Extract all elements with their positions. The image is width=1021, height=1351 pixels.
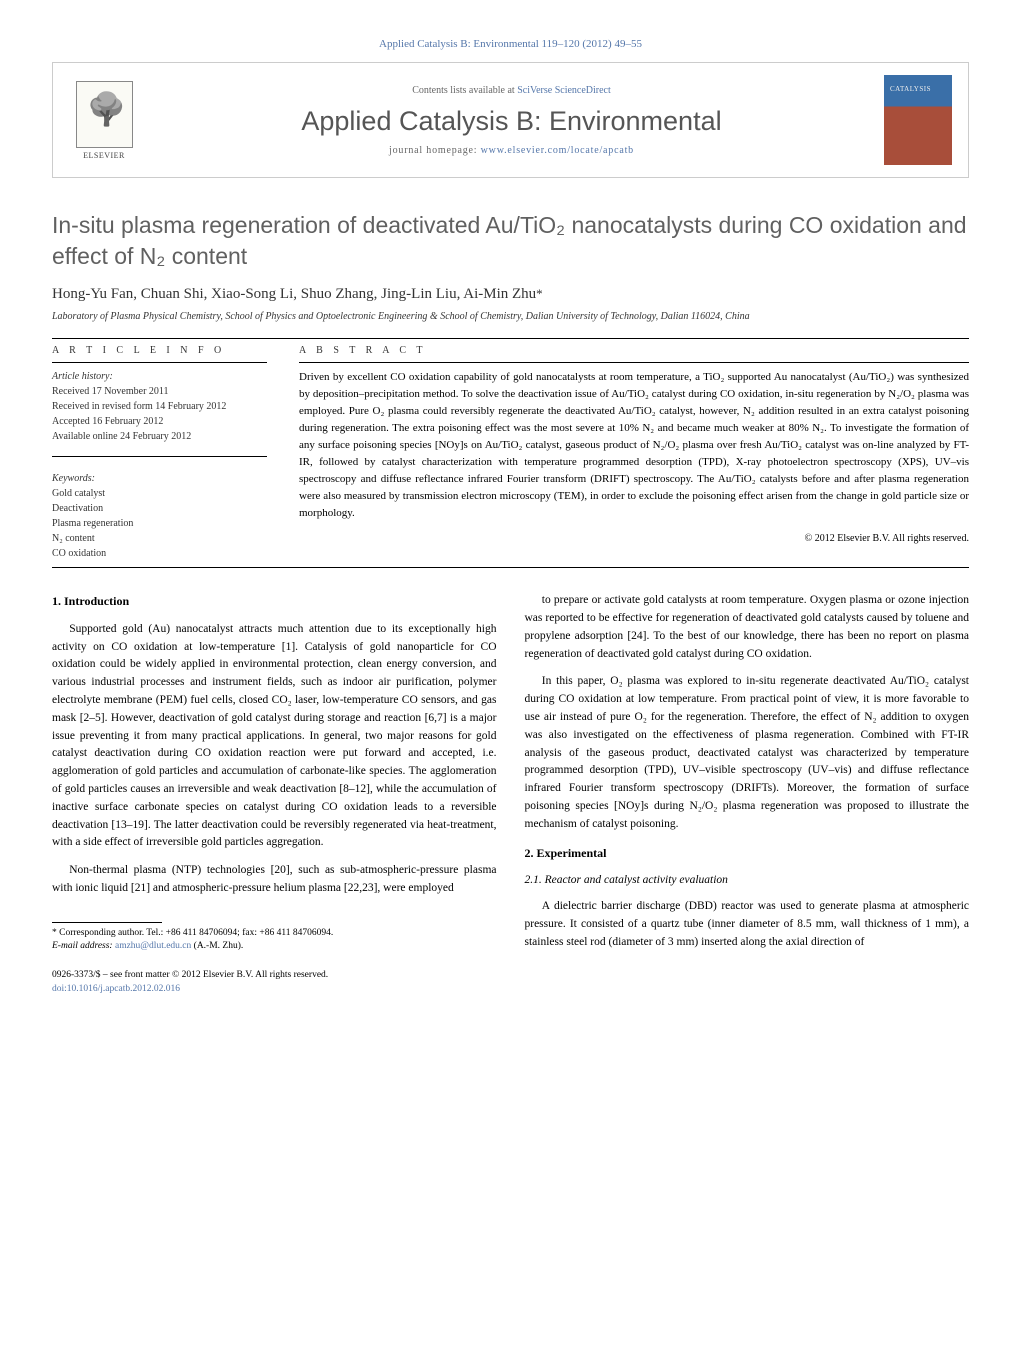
article-history: Article history: Received 17 November 20… <box>52 369 267 444</box>
bottom-meta: 0926-3373/$ – see front matter © 2012 El… <box>52 969 497 996</box>
issn-line: 0926-3373/$ – see front matter © 2012 El… <box>52 969 497 982</box>
section-1-heading: 1. Introduction <box>52 592 497 611</box>
abstract-column: A B S T R A C T Driven by excellent CO o… <box>299 345 969 561</box>
abstract-text: Driven by excellent CO oxidation capabil… <box>299 369 969 522</box>
section-2-heading: 2. Experimental <box>525 844 970 863</box>
publisher-name: ELSEVIER <box>83 151 125 160</box>
homepage-line: journal homepage: www.elsevier.com/locat… <box>155 145 868 156</box>
contents-available-line: Contents lists available at SciVerse Sci… <box>155 85 868 96</box>
journal-name: Applied Catalysis B: Environmental <box>155 106 868 137</box>
sciencedirect-link[interactable]: SciVerse ScienceDirect <box>517 85 611 96</box>
doi-link[interactable]: doi:10.1016/j.apcatb.2012.02.016 <box>52 984 180 994</box>
keywords-block: Keywords: Gold catalyst Deactivation Pla… <box>52 471 267 561</box>
body-paragraph-5: A dielectric barrier discharge (DBD) rea… <box>525 898 970 951</box>
header-center: Contents lists available at SciVerse Sci… <box>155 85 868 156</box>
corresponding-asterisk: * <box>536 286 543 301</box>
keywords-label: Keywords: <box>52 473 95 484</box>
contents-text: Contents lists available at <box>412 85 517 96</box>
footnotes: * Corresponding author. Tel.: +86 411 84… <box>52 922 497 954</box>
homepage-label: journal homepage: <box>389 145 481 156</box>
footnote-email-link[interactable]: amzhu@dlut.edu.cn <box>115 941 191 951</box>
journal-cover-thumbnail <box>884 75 952 165</box>
info-divider-2 <box>52 456 267 457</box>
footnote-email-label: E-mail address: <box>52 941 115 951</box>
body-paragraph-3: to prepare or activate gold catalysts at… <box>525 592 970 663</box>
footnote-rule <box>52 922 162 923</box>
homepage-link[interactable]: www.elsevier.com/locate/apcatb <box>481 145 634 156</box>
page-container: Applied Catalysis B: Environmental 119–1… <box>0 0 1021 1034</box>
affiliation: Laboratory of Plasma Physical Chemistry,… <box>52 311 969 322</box>
article-info-column: A R T I C L E I N F O Article history: R… <box>52 345 271 561</box>
history-revised: Received in revised form 14 February 201… <box>52 401 226 412</box>
body-paragraph-2: Non-thermal plasma (NTP) technologies [2… <box>52 862 497 898</box>
info-divider-1 <box>52 362 267 363</box>
body-paragraph-4: In this paper, O₂ plasma was explored to… <box>525 673 970 833</box>
divider-top <box>52 338 969 339</box>
authors-names: Hong-Yu Fan, Chuan Shi, Xiao-Song Li, Sh… <box>52 286 536 302</box>
section-2-1-heading: 2.1. Reactor and catalyst activity evalu… <box>525 872 970 890</box>
divider-after-abstract <box>52 567 969 568</box>
keyword-3: N₂ content <box>52 533 95 544</box>
info-abstract-row: A R T I C L E I N F O Article history: R… <box>52 345 969 561</box>
keyword-0: Gold catalyst <box>52 488 105 499</box>
footnote-email-line: E-mail address: amzhu@dlut.edu.cn (A.-M.… <box>52 940 497 953</box>
article-info-label: A R T I C L E I N F O <box>52 345 267 356</box>
footnote-email-name: (A.-M. Zhu). <box>191 941 243 951</box>
body-text-columns: 1. Introduction Supported gold (Au) nano… <box>52 592 969 996</box>
history-label: Article history: <box>52 371 113 382</box>
keyword-4: CO oxidation <box>52 548 106 559</box>
publisher-logo: ELSEVIER <box>69 75 139 165</box>
header-banner: ELSEVIER Contents lists available at Sci… <box>52 62 969 178</box>
abstract-divider-top <box>299 362 969 363</box>
abstract-copyright: © 2012 Elsevier B.V. All rights reserved… <box>299 533 969 544</box>
elsevier-tree-icon <box>76 81 133 148</box>
authors-line: Hong-Yu Fan, Chuan Shi, Xiao-Song Li, Sh… <box>52 286 969 303</box>
history-received: Received 17 November 2011 <box>52 386 169 397</box>
journal-reference: Applied Catalysis B: Environmental 119–1… <box>52 38 969 50</box>
history-online: Available online 24 February 2012 <box>52 431 191 442</box>
history-accepted: Accepted 16 February 2012 <box>52 416 163 427</box>
keyword-1: Deactivation <box>52 503 103 514</box>
body-paragraph-1: Supported gold (Au) nanocatalyst attract… <box>52 621 497 853</box>
article-title: In-situ plasma regeneration of deactivat… <box>52 210 969 272</box>
keyword-2: Plasma regeneration <box>52 518 133 529</box>
footnote-corresponding: * Corresponding author. Tel.: +86 411 84… <box>52 927 497 940</box>
abstract-label: A B S T R A C T <box>299 345 969 356</box>
